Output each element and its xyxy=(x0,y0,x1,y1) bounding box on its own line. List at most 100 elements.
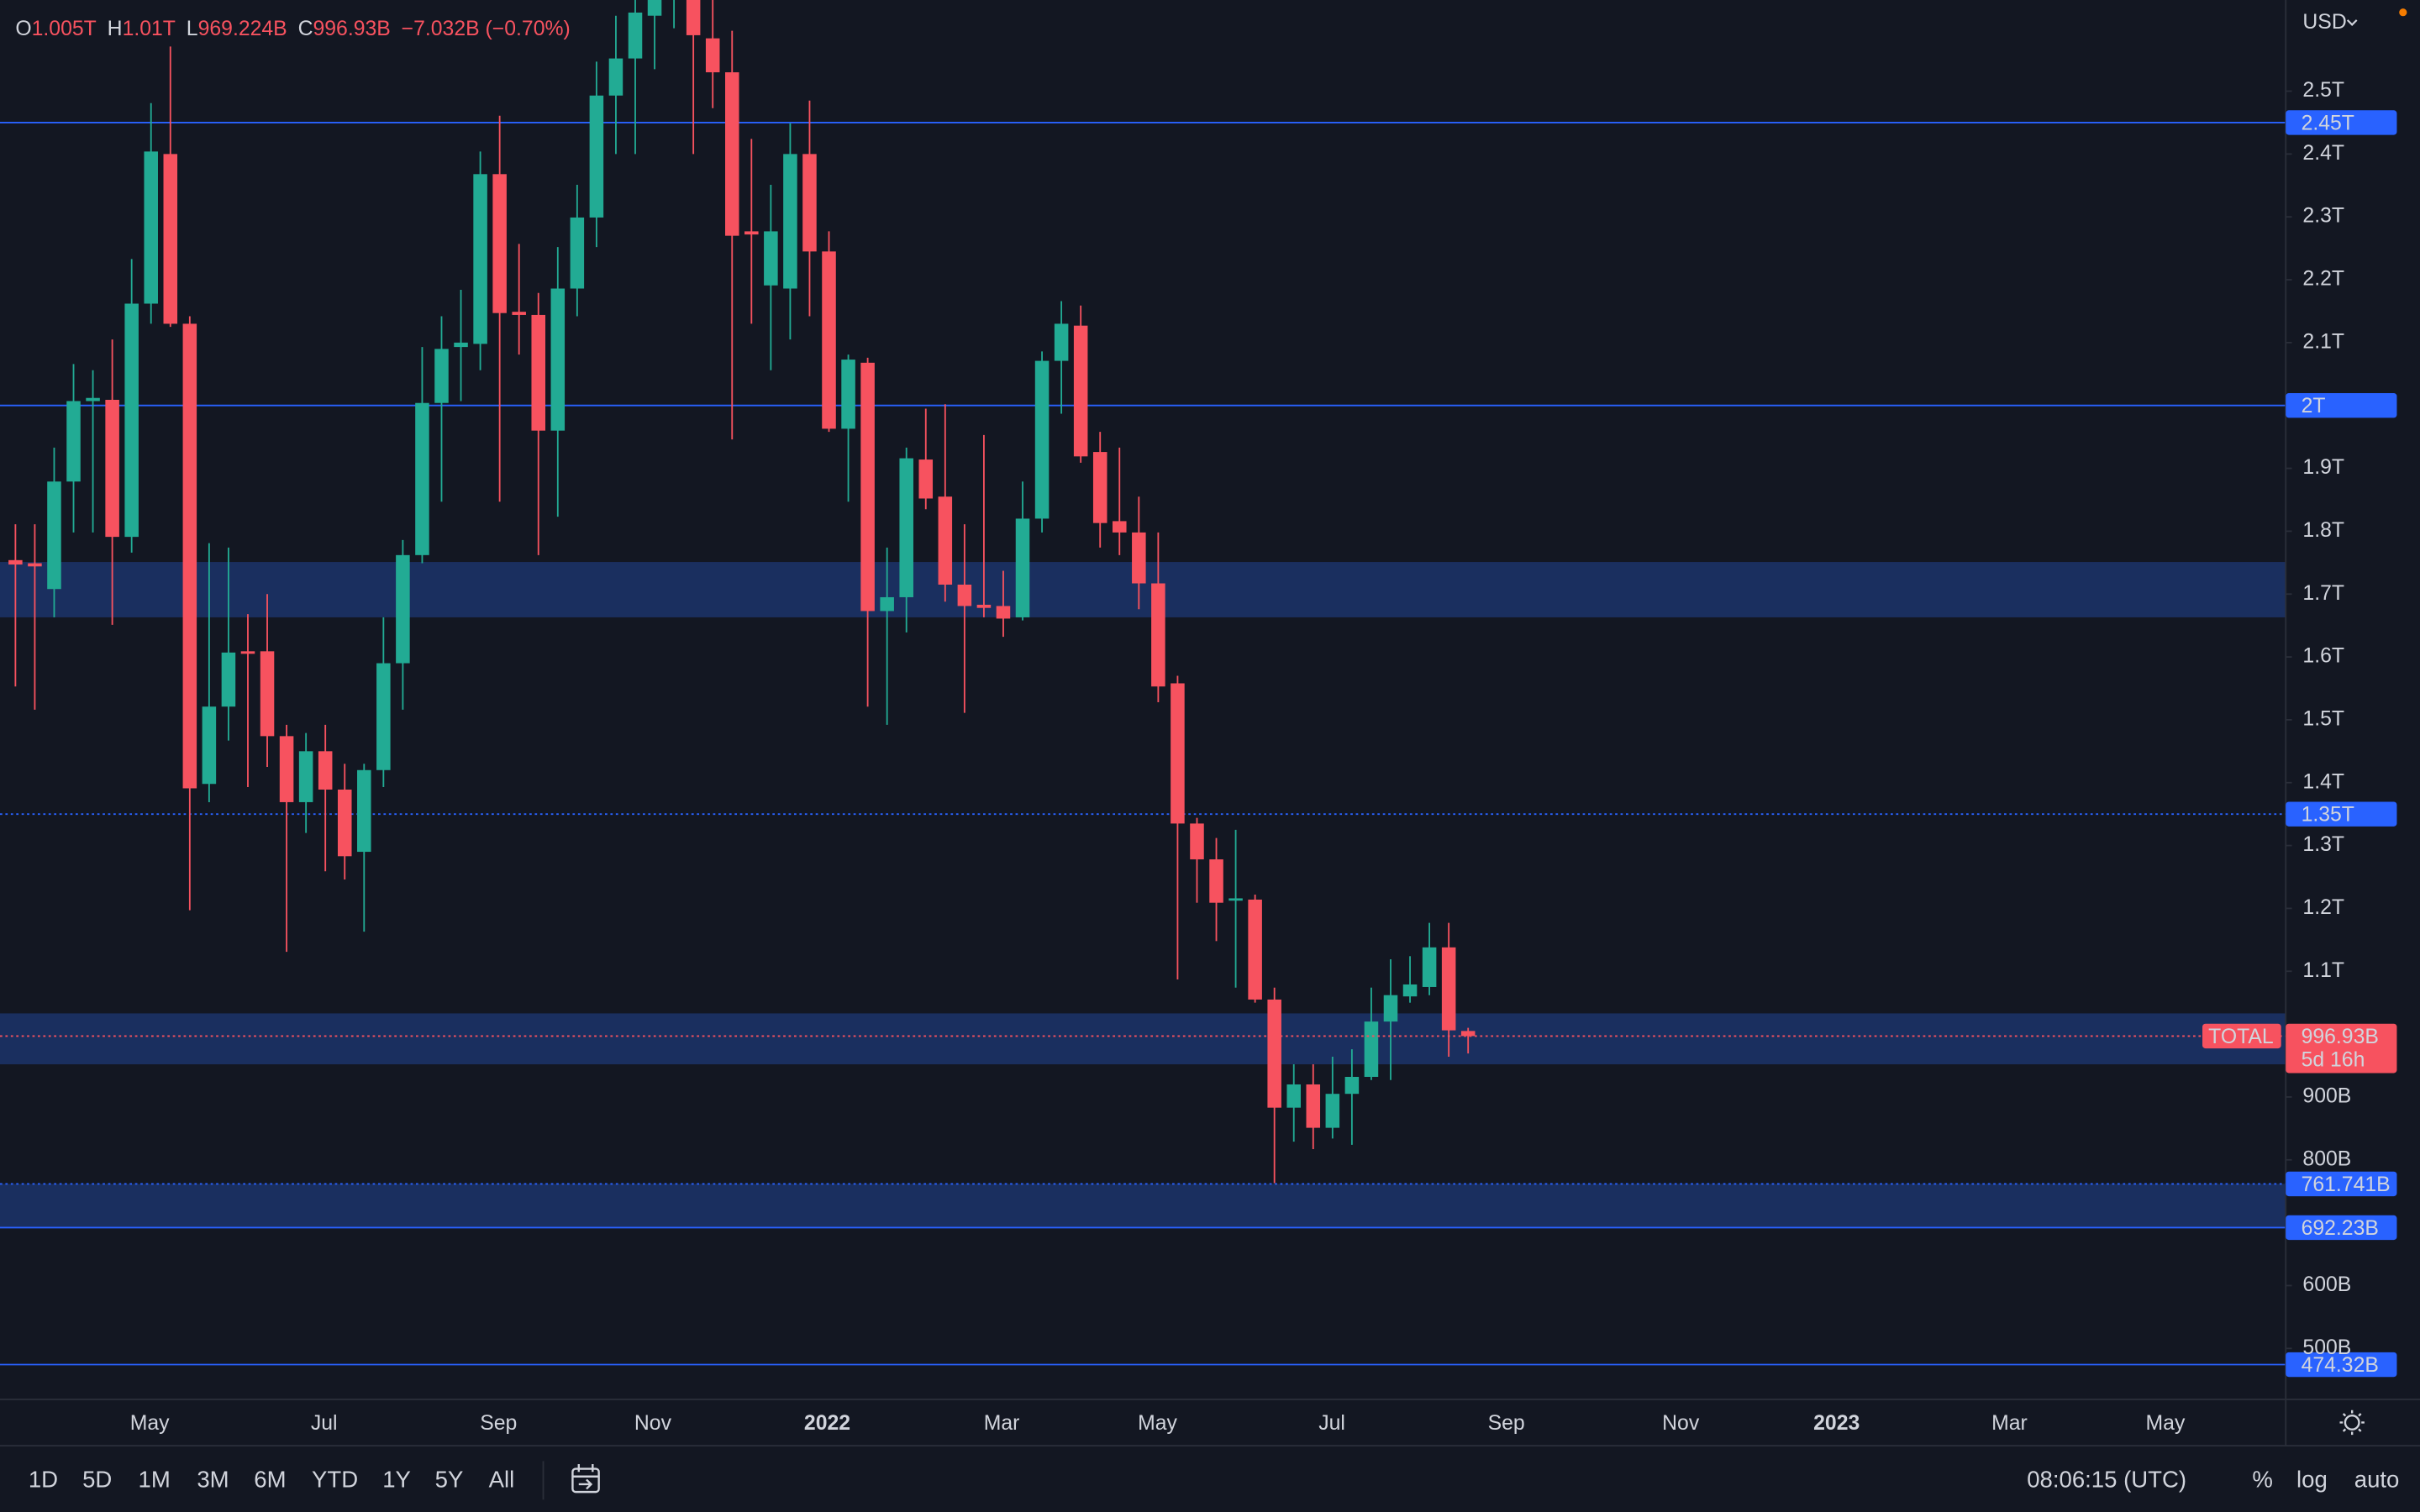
candle-body xyxy=(1209,859,1223,903)
series-name-box xyxy=(2202,1023,2281,1049)
price-label: 996.93B xyxy=(2302,1026,2379,1048)
candle-body xyxy=(28,563,42,567)
interval-button[interactable]: 6M xyxy=(254,1467,286,1493)
scale-option[interactable]: auto xyxy=(2354,1467,2400,1493)
candle-body xyxy=(1325,1094,1340,1128)
level-label-box xyxy=(2286,1171,2397,1197)
candle-body xyxy=(376,663,391,770)
candle-body xyxy=(1441,947,1456,1031)
legend-key: H xyxy=(108,17,123,39)
x-tick-label: Sep xyxy=(1488,1412,1525,1435)
currency-chevron[interactable] xyxy=(2346,19,2358,26)
interval-button[interactable]: YTD xyxy=(312,1467,358,1493)
candle-body xyxy=(1267,999,1281,1108)
interval-button[interactable]: 1M xyxy=(139,1467,171,1493)
zone xyxy=(0,1184,2286,1228)
x-tick-label: Nov xyxy=(634,1412,672,1435)
clock: 08:06:15 (UTC) xyxy=(2027,1467,2186,1493)
y-tick-label: 1.8T xyxy=(2302,519,2344,542)
candle-body xyxy=(1228,898,1243,901)
candle-body xyxy=(724,72,739,236)
series-name: TOTAL xyxy=(2208,1026,2274,1048)
candle-body xyxy=(1073,325,1088,457)
y-tick-label: 1.5T xyxy=(2302,707,2344,730)
candle-body xyxy=(1132,532,1146,584)
candle-body xyxy=(1460,1031,1476,1037)
candle-body xyxy=(473,174,487,344)
candle-body xyxy=(628,12,643,59)
candle-body xyxy=(589,95,604,218)
candle-body xyxy=(1402,984,1418,997)
level-label-box xyxy=(2286,393,2397,418)
x-tick-label: Nov xyxy=(1662,1412,1700,1435)
candle-body xyxy=(996,606,1011,619)
y-tick-label: 2.2T xyxy=(2302,268,2344,291)
y-tick-label: 500B xyxy=(2302,1336,2351,1359)
x-tick-label: Mar xyxy=(984,1412,1020,1435)
candle-body xyxy=(764,231,778,286)
level-label: 474.32B xyxy=(2302,1354,2379,1377)
y-tick-label: 600B xyxy=(2302,1273,2351,1296)
x-tick-label: May xyxy=(1138,1412,1177,1435)
candle-body xyxy=(531,314,546,431)
candle-body xyxy=(1015,518,1030,617)
legend-value: 1.005T xyxy=(32,17,97,39)
legend-key: L xyxy=(187,17,198,39)
candle-body xyxy=(202,706,217,785)
x-tick-label: 2023 xyxy=(1813,1412,1860,1435)
price-label-box xyxy=(2286,1023,2397,1074)
candle-body xyxy=(1171,683,1185,824)
candle-body xyxy=(570,217,585,289)
y-tick-label: 900B xyxy=(2302,1084,2351,1107)
candle-body xyxy=(1054,323,1069,361)
candle-body xyxy=(1306,1084,1321,1128)
currency[interactable]: USD xyxy=(2302,11,2346,34)
level-label: 2.45T xyxy=(2302,112,2354,134)
candle-body xyxy=(144,151,158,304)
candle-body xyxy=(1151,583,1165,687)
candle-body xyxy=(182,323,197,789)
candle-body xyxy=(454,342,468,348)
level-label-box xyxy=(2286,110,2397,135)
interval-button[interactable]: 1D xyxy=(29,1467,58,1493)
interval-button[interactable]: 1Y xyxy=(382,1467,411,1493)
interval-button[interactable]: 5D xyxy=(82,1467,112,1493)
y-tick-label: 1.1T xyxy=(2302,959,2344,982)
scale-option[interactable]: log xyxy=(2296,1467,2328,1493)
scale-option[interactable]: % xyxy=(2252,1467,2273,1493)
interval-button[interactable]: 3M xyxy=(197,1467,229,1493)
y-tick-label: 1.4T xyxy=(2302,770,2344,793)
date-range-icon[interactable] xyxy=(571,1464,600,1494)
x-tick-label: May xyxy=(2146,1412,2186,1435)
y-tick-label: 800B xyxy=(2302,1147,2351,1170)
x-tick-label: 2022 xyxy=(804,1412,850,1435)
interval-button[interactable]: 5Y xyxy=(435,1467,464,1493)
settings-icon[interactable] xyxy=(2339,1410,2365,1436)
candle-body xyxy=(105,399,119,538)
level-label: 761.741B xyxy=(2302,1173,2391,1196)
candle-body xyxy=(357,769,371,853)
candle-body xyxy=(124,303,139,538)
candle-body xyxy=(550,288,566,431)
level-label-box xyxy=(2286,1352,2397,1378)
candle-body xyxy=(318,751,333,790)
candle-body xyxy=(337,789,352,857)
candle-body xyxy=(1383,995,1398,1022)
level-label: 2T xyxy=(2302,395,2326,417)
zone xyxy=(0,1013,2286,1065)
x-tick-label: May xyxy=(130,1412,170,1435)
candle-body xyxy=(1248,899,1262,1000)
candle-body xyxy=(8,559,23,565)
candle-body xyxy=(434,349,449,403)
x-tick-label: Sep xyxy=(480,1412,517,1435)
legend-key: O xyxy=(15,17,31,39)
x-tick-label: Mar xyxy=(1991,1412,2028,1435)
candle-body xyxy=(1190,823,1204,860)
candle-body xyxy=(86,397,100,402)
candle-body xyxy=(47,481,61,590)
candle-body xyxy=(841,360,855,429)
legend-change: −7.032B (−0.70%) xyxy=(402,17,571,39)
interval-button[interactable]: All xyxy=(489,1467,515,1493)
